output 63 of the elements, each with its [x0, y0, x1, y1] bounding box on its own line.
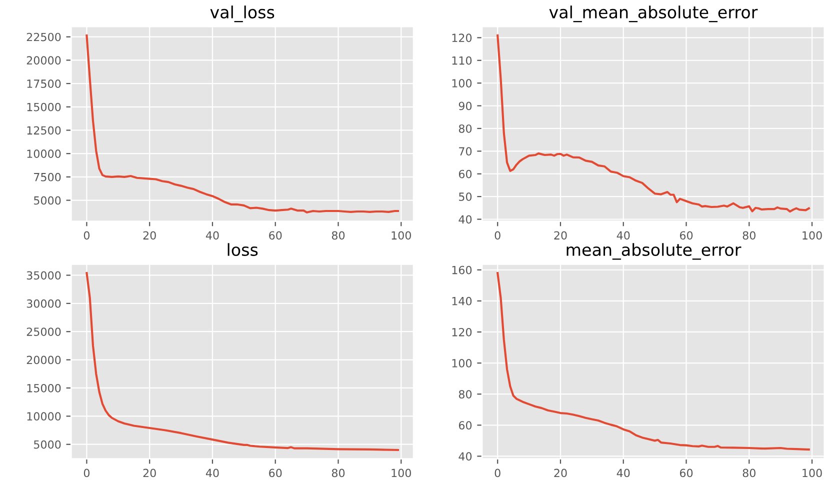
y-tick-label: 10000: [27, 412, 61, 421]
y-tick-label: 120: [452, 34, 472, 42]
x-tick-label: 60: [680, 231, 693, 240]
line-series: [496, 272, 810, 451]
x-tick-label: 0: [84, 231, 90, 240]
x-tick-label: 40: [206, 231, 219, 240]
x-tick-label: 0: [494, 468, 500, 478]
y-tick-label: 80: [458, 124, 472, 133]
x-tick-label: 100: [392, 468, 411, 478]
x-tick-label: 20: [554, 468, 567, 478]
y-tick-label: 120: [452, 328, 472, 336]
x-tick-label: 80: [332, 231, 345, 240]
x-tick-label: 60: [269, 468, 282, 478]
x-tick-label: 60: [680, 468, 693, 478]
y-tick-label: 5000: [34, 440, 61, 449]
x-tick-label: 0: [84, 468, 90, 478]
y-tick-label: 20000: [26, 356, 61, 364]
y-tick-label: 25000: [26, 328, 61, 336]
x-tick-label: 80: [332, 468, 345, 478]
x-tick-label: 100: [392, 231, 411, 240]
x-tick-label: 80: [742, 231, 756, 240]
x-tick-label: 60: [269, 231, 282, 240]
line-series: [496, 34, 810, 213]
y-tick-label: 90: [458, 102, 472, 110]
y-tick-label: 100: [452, 359, 472, 368]
y-tick-label: 50: [459, 192, 472, 201]
y-tick-label: 80: [458, 390, 472, 398]
x-tick-label: 40: [616, 231, 630, 240]
x-tick-label: 100: [802, 231, 822, 240]
y-tick-label: 40: [458, 452, 472, 461]
x-tick-label: 20: [143, 231, 156, 240]
x-tick-label: 100: [802, 468, 822, 478]
chart-title: val_loss: [210, 6, 274, 22]
y-tick-label: 17500: [27, 80, 61, 88]
y-tick-label: 7500: [34, 172, 61, 182]
chart-title: loss: [228, 243, 258, 256]
y-tick-label: 20000: [26, 56, 61, 65]
y-tick-label: 70: [459, 147, 472, 156]
y-tick-label: 5000: [34, 196, 61, 205]
y-tick-label: 100: [452, 79, 472, 88]
y-tick-label: 110: [452, 56, 472, 65]
x-tick-label: 20: [143, 468, 156, 478]
x-tick-label: 0: [494, 231, 500, 240]
x-tick-label: 80: [742, 468, 756, 478]
x-tick-label: 40: [206, 468, 219, 478]
y-tick-label: 60: [458, 421, 472, 430]
line-series: [86, 34, 400, 214]
y-tick-label: 40: [458, 215, 472, 224]
y-tick-label: 10000: [27, 150, 61, 158]
y-tick-label: 22500: [26, 32, 61, 42]
y-tick-label: 60: [458, 170, 472, 178]
y-tick-label: 140: [452, 296, 472, 306]
chart-title: val_mean_absolute_error: [549, 6, 758, 22]
y-tick-label: 35000: [26, 271, 61, 280]
y-tick-label: 160: [452, 266, 472, 274]
x-tick-label: 40: [616, 468, 630, 478]
chart-title: mean_absolute_error: [566, 243, 742, 260]
y-tick-label: 30000: [26, 299, 61, 308]
y-tick-label: 15000: [27, 384, 61, 392]
line-series: [86, 272, 400, 452]
y-tick-label: 15000: [27, 102, 61, 112]
x-tick-label: 20: [554, 231, 567, 240]
y-tick-label: 12500: [27, 126, 61, 135]
